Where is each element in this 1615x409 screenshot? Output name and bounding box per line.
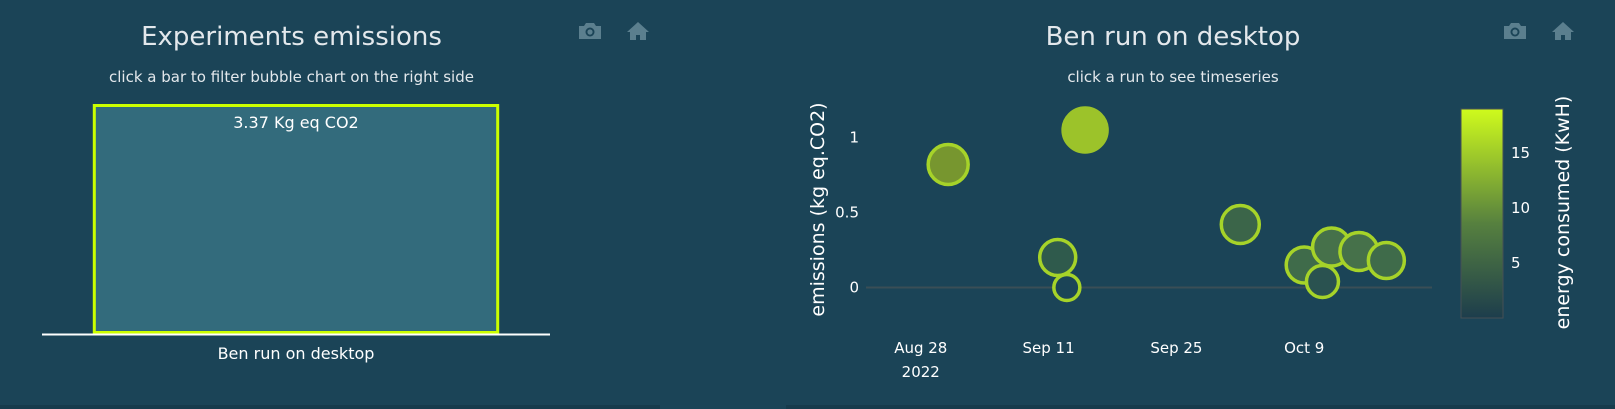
camera-icon[interactable] (1502, 20, 1528, 42)
bubble-point[interactable] (1304, 263, 1341, 300)
right-chart-title: Ben run on desktop (1045, 22, 1301, 52)
colorbar-tick-label: 10 (1511, 199, 1530, 217)
emissions-bar-chart: 3.37 Kg eq CO2 Ben run on desktop (42, 104, 550, 363)
run-bubble-panel: Ben run on desktop click a run to see ti… (786, 0, 1615, 409)
home-icon[interactable] (625, 20, 651, 42)
x-tick-label: Aug 28 (894, 339, 947, 357)
camera-icon[interactable] (577, 20, 603, 42)
bubble-point[interactable] (1219, 203, 1262, 246)
x-year-label: 2022 (902, 363, 940, 381)
colorbar-title: energy consumed (KwH) (1552, 96, 1574, 330)
y-axis-title: emissions (kg eq.CO2) (807, 102, 829, 316)
bubble-point[interactable] (1061, 106, 1109, 154)
home-icon[interactable] (1550, 20, 1576, 42)
bubble-point[interactable] (926, 142, 970, 187)
left-modebar (577, 20, 651, 42)
y-tick-label: 1 (849, 129, 859, 147)
right-chart-subtitle: click a run to see timeseries (1067, 68, 1279, 86)
bubble-point[interactable] (1052, 272, 1082, 303)
y-tick-label: 0.5 (835, 204, 859, 222)
right-modebar (1502, 20, 1576, 42)
y-tick-label: 0 (849, 279, 859, 297)
bubble-point[interactable] (1366, 240, 1407, 281)
left-chart-subtitle: click a bar to filter bubble chart on th… (109, 68, 474, 86)
x-tick-label: Oct 9 (1284, 339, 1324, 357)
x-tick-label: Sep 25 (1150, 339, 1202, 357)
left-chart-title: Experiments emissions (141, 22, 442, 52)
colorbar-tick-label: 15 (1511, 144, 1530, 162)
bar-0[interactable] (92, 104, 500, 334)
colorbar (1460, 108, 1504, 319)
emissions-bubble-chart: 0 0.5 1 Aug 28 2022 Sep 11 Sep 25 Oct 9 emission… (807, 96, 1574, 381)
bar-data-label: 3.37 Kg eq CO2 (233, 113, 358, 132)
bubble-point[interactable] (1037, 237, 1078, 278)
x-tick-label: Ben run on desktop (218, 344, 375, 363)
x-tick-label: Sep 11 (1023, 339, 1075, 357)
experiments-emissions-panel: Experiments emissions click a bar to fil… (0, 0, 660, 409)
colorbar-tick-label: 5 (1511, 254, 1521, 272)
